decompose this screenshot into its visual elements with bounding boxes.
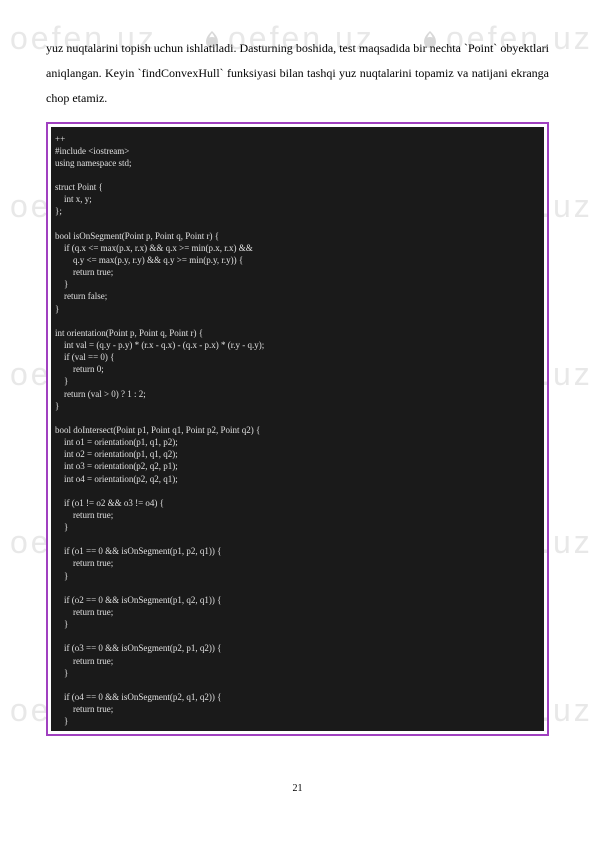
body-paragraph: yuz nuqtalarini topish uchun ishlatiladi… — [46, 36, 549, 112]
page-number: 21 — [0, 783, 595, 794]
code-frame: ++ #include <iostream> using namespace s… — [46, 122, 549, 737]
code-block: ++ #include <iostream> using namespace s… — [51, 127, 544, 732]
page-content: yuz nuqtalarini topish uchun ishlatiladi… — [0, 0, 595, 736]
